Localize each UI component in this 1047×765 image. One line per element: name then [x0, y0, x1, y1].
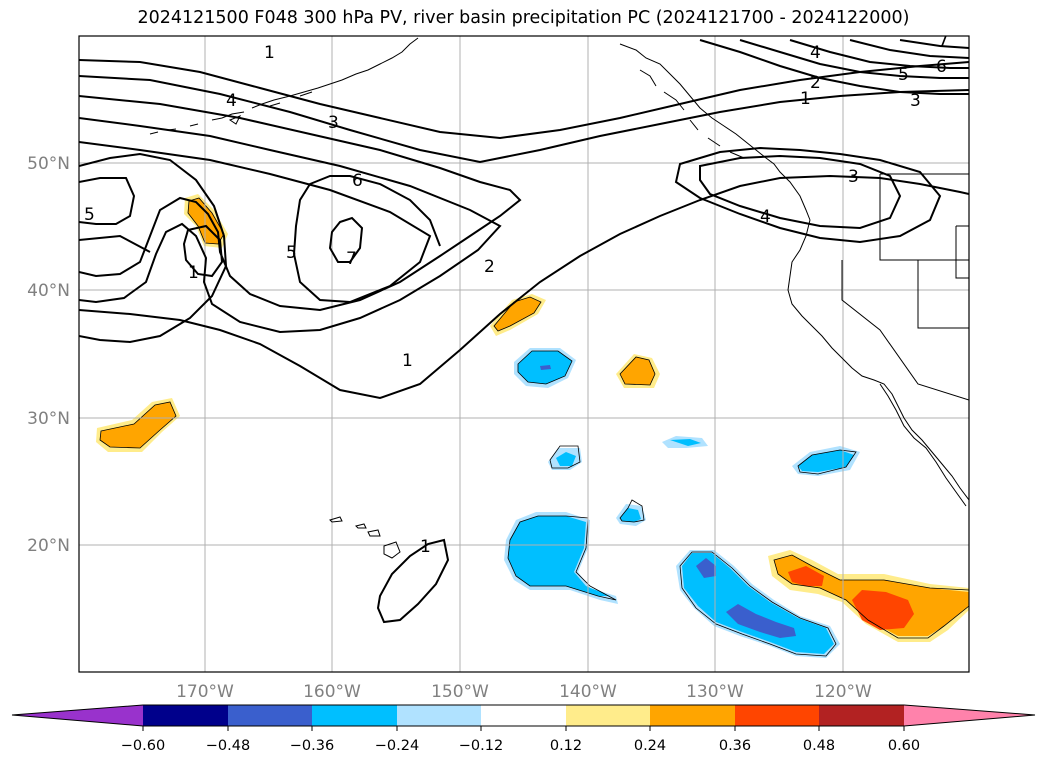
latitude-labels: 50°N 40°N 30°N 20°N	[27, 154, 70, 556]
colorbar-segment	[566, 705, 650, 726]
precip-shading	[96, 194, 969, 658]
precip-positive-region	[788, 566, 824, 586]
contour-label: 1	[402, 351, 413, 371]
contour-label: 6	[936, 57, 947, 77]
contour-label: 3	[328, 113, 339, 133]
lon-label: 150°W	[431, 682, 489, 702]
map-title: 2024121500 F048 300 hPa PV, river basin …	[137, 8, 910, 28]
coastlines	[149, 37, 969, 559]
lon-label: 170°W	[176, 682, 234, 702]
precip-positive-region	[100, 402, 176, 448]
colorbar: −0.60 −0.48 −0.36 −0.24 −0.12 0.12 0.24 …	[11, 704, 1036, 754]
lon-label: 120°W	[814, 682, 872, 702]
contour-label: 6	[352, 171, 363, 191]
colorbar-tick-label: −0.36	[290, 738, 334, 754]
contour-label: 1	[188, 263, 199, 283]
colorbar-tick-label: 0.24	[634, 738, 666, 754]
contour-label: 3	[848, 167, 859, 187]
contour-label: 4	[226, 91, 237, 111]
contour-label: 5	[84, 205, 95, 225]
precip-negative-region	[682, 553, 834, 654]
pv-contours	[79, 39, 969, 624]
colorbar-tick-label: −0.60	[121, 738, 165, 754]
lon-label: 160°W	[303, 682, 361, 702]
contour-label: 1	[420, 537, 431, 557]
precip-negative-region	[726, 604, 796, 638]
lat-label: 20°N	[27, 536, 70, 556]
precip-negative-region	[508, 516, 610, 596]
colorbar-tick-label: 0.48	[803, 738, 835, 754]
graticule	[79, 36, 969, 672]
precip-negative-region	[696, 558, 716, 578]
lat-label: 40°N	[27, 281, 70, 301]
contour-label: 2	[484, 257, 495, 277]
precip-positive-region	[620, 357, 655, 385]
colorbar-tick-label: −0.48	[206, 738, 250, 754]
contour-label: 5	[286, 243, 297, 263]
precip-positive-region	[494, 297, 541, 331]
colorbar-tick-label: −0.24	[375, 738, 419, 754]
precip-positive-region	[188, 198, 224, 244]
colorbar-segment	[819, 705, 904, 726]
colorbar-segment	[650, 705, 735, 726]
colorbar-segment	[228, 705, 312, 726]
precip-negative-region	[670, 439, 701, 446]
contour-label: 1	[800, 89, 811, 109]
precip-negative-region	[556, 452, 576, 466]
contour-label: 3	[910, 91, 921, 111]
colorbar-tick-label: 0.12	[550, 738, 582, 754]
contour-label: 7	[346, 249, 357, 269]
contour-label: 1	[264, 43, 275, 63]
colorbar-segment	[143, 705, 228, 726]
colorbar-ticks	[142, 726, 905, 731]
contour-label: 2	[810, 73, 821, 93]
colorbar-tick-label: −0.12	[459, 738, 503, 754]
colorbar-segment	[904, 705, 1035, 726]
colorbar-tick-label: 0.36	[719, 738, 751, 754]
map-frame	[78, 35, 970, 673]
lon-label: 140°W	[559, 682, 617, 702]
longitude-labels: 170°W 160°W 150°W 140°W 130°W 120°W	[176, 682, 872, 702]
colorbar-segment	[312, 705, 397, 726]
contour-label: 4	[810, 43, 821, 63]
lat-label: 30°N	[27, 409, 70, 429]
colorbar-segment	[481, 705, 566, 726]
precip-negative-region	[540, 365, 551, 370]
lat-label: 50°N	[27, 154, 70, 174]
colorbar-segment	[12, 705, 143, 726]
colorbar-segment	[735, 705, 819, 726]
contour-label: 7	[938, 31, 949, 51]
precip-contour-outlines	[99, 197, 969, 657]
lon-label: 130°W	[686, 682, 744, 702]
contour-label: 5	[898, 65, 909, 85]
colorbar-tick-label: 0.60	[888, 738, 920, 754]
contour-label: 4	[760, 207, 771, 227]
pv-contour-labels: 1 4 3 6 7 5 5 1 2 1 1 4 2 1 5 6 3 3 4 7	[84, 31, 949, 557]
colorbar-segment	[397, 705, 481, 726]
